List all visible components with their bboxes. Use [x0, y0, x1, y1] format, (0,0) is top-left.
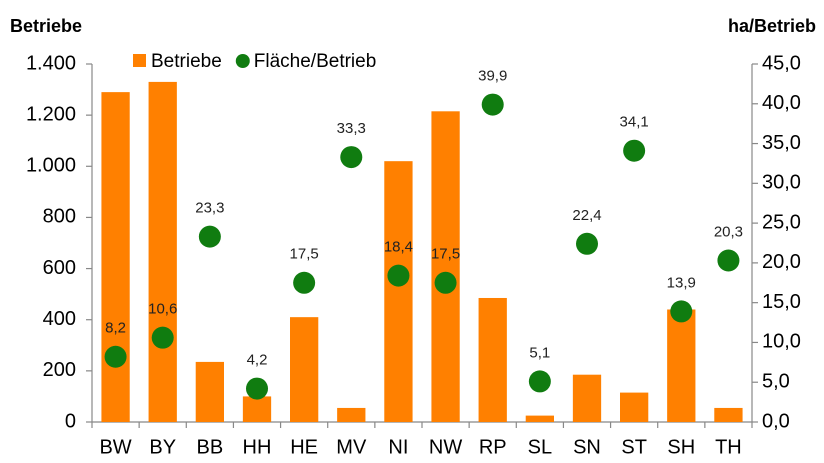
value-label: 17,5 [290, 246, 319, 263]
value-label: 10,6 [148, 301, 177, 318]
bar [572, 374, 602, 422]
x-tick-label: HH [243, 436, 272, 458]
y-tick-label: 1.000 [26, 155, 76, 177]
x-tick-label: BB [197, 436, 224, 458]
y-tick-label: 800 [43, 206, 76, 228]
y-tick-label: 1.200 [26, 103, 76, 125]
value-label: 20,3 [714, 223, 743, 240]
bar [620, 392, 649, 422]
y2-tick-label: 30,0 [762, 172, 801, 194]
bar [667, 309, 696, 422]
bar [431, 111, 460, 423]
bar [525, 415, 554, 422]
dot [293, 271, 316, 294]
bar [101, 92, 130, 422]
bar [384, 161, 413, 422]
bar [337, 407, 366, 422]
dot [246, 377, 268, 400]
value-label: 13,9 [667, 274, 696, 291]
y2-axis-title: ha/Betrieb [728, 16, 816, 36]
y2-tick-label: 45,0 [762, 52, 801, 74]
legend-label: Fläche/Betrieb [254, 51, 377, 72]
x-tick-label: SH [667, 436, 695, 458]
dot [434, 271, 457, 294]
dot [340, 146, 363, 169]
bar [714, 407, 743, 422]
legend-swatch [133, 54, 146, 67]
x-tick-label: HE [290, 436, 318, 458]
dot [104, 345, 127, 368]
y-tick-label: 0 [65, 410, 76, 432]
y-tick-label: 1.400 [26, 52, 76, 74]
y-tick-label: 400 [43, 308, 76, 330]
y2-tick-label: 0,0 [762, 410, 790, 432]
x-tick-label: SL [528, 436, 552, 458]
dot [623, 139, 646, 162]
x-tick-label: TH [715, 436, 742, 458]
x-tick-label: MV [336, 436, 367, 458]
x-tick-label: NI [388, 436, 408, 458]
bar [195, 361, 224, 422]
dot [670, 300, 693, 323]
x-tick-label: BW [99, 436, 131, 458]
x-tick-label: RP [479, 436, 507, 458]
y-axis-title: Betriebe [10, 16, 82, 36]
value-label: 17,5 [431, 246, 460, 263]
dot [387, 264, 410, 287]
y2-tick-label: 20,0 [762, 251, 801, 273]
value-label: 23,3 [195, 200, 224, 217]
y2-tick-label: 25,0 [762, 211, 801, 233]
legend-swatch [235, 54, 250, 68]
x-tick-label: SN [573, 436, 601, 458]
x-tick-label: NW [429, 436, 462, 458]
value-label: 34,1 [620, 114, 649, 131]
value-label: 18,4 [384, 239, 413, 256]
bar [290, 317, 319, 422]
value-label: 39,9 [478, 68, 507, 85]
value-label: 22,4 [572, 207, 601, 224]
dot [151, 326, 174, 349]
bar [148, 81, 177, 423]
y2-tick-label: 35,0 [762, 132, 801, 154]
dot [481, 93, 504, 116]
x-tick-label: ST [621, 436, 647, 458]
value-label: 5,1 [529, 344, 550, 361]
value-label: 8,2 [105, 320, 126, 337]
legend-label: Betriebe [151, 51, 222, 72]
y2-tick-label: 10,0 [762, 331, 801, 353]
dot [576, 232, 598, 255]
y2-tick-label: 5,0 [762, 371, 790, 393]
y2-tick-label: 40,0 [762, 92, 801, 114]
x-tick-label: BY [149, 436, 176, 458]
y-tick-label: 200 [43, 359, 76, 381]
value-label: 33,3 [337, 120, 366, 137]
y2-tick-label: 15,0 [762, 291, 801, 313]
y-tick-label: 600 [43, 257, 76, 279]
dot [717, 249, 740, 272]
bar [242, 396, 272, 422]
value-label: 4,2 [247, 352, 268, 369]
bar [478, 297, 507, 422]
dot [198, 225, 221, 248]
dot [528, 370, 551, 393]
